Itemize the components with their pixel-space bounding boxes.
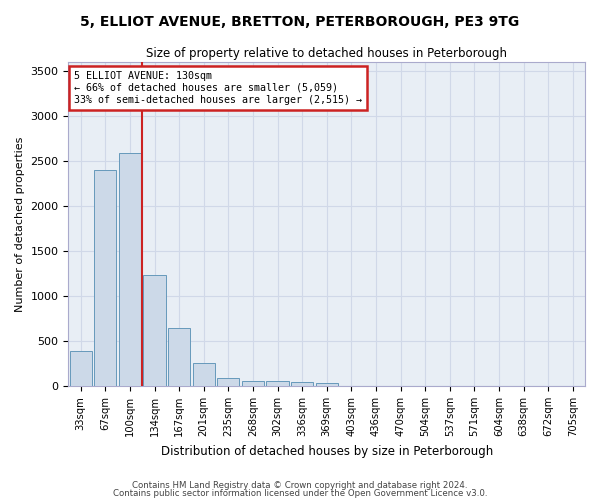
X-axis label: Distribution of detached houses by size in Peterborough: Distribution of detached houses by size … [161, 444, 493, 458]
Text: Contains public sector information licensed under the Open Government Licence v3: Contains public sector information licen… [113, 489, 487, 498]
Bar [266, 381, 289, 386]
Bar [316, 384, 338, 386]
Bar [291, 382, 313, 386]
Text: 5, ELLIOT AVENUE, BRETTON, PETERBOROUGH, PE3 9TG: 5, ELLIOT AVENUE, BRETTON, PETERBOROUGH,… [80, 15, 520, 29]
Bar [143, 275, 166, 386]
Bar [193, 362, 215, 386]
Title: Size of property relative to detached houses in Peterborough: Size of property relative to detached ho… [146, 48, 507, 60]
Text: 5 ELLIOT AVENUE: 130sqm
← 66% of detached houses are smaller (5,059)
33% of semi: 5 ELLIOT AVENUE: 130sqm ← 66% of detache… [74, 72, 362, 104]
Bar [168, 328, 190, 386]
Bar [94, 170, 116, 386]
Bar [70, 351, 92, 386]
Text: Contains HM Land Registry data © Crown copyright and database right 2024.: Contains HM Land Registry data © Crown c… [132, 480, 468, 490]
Bar [119, 152, 141, 386]
Bar [242, 380, 264, 386]
Y-axis label: Number of detached properties: Number of detached properties [15, 136, 25, 312]
Bar [217, 378, 239, 386]
